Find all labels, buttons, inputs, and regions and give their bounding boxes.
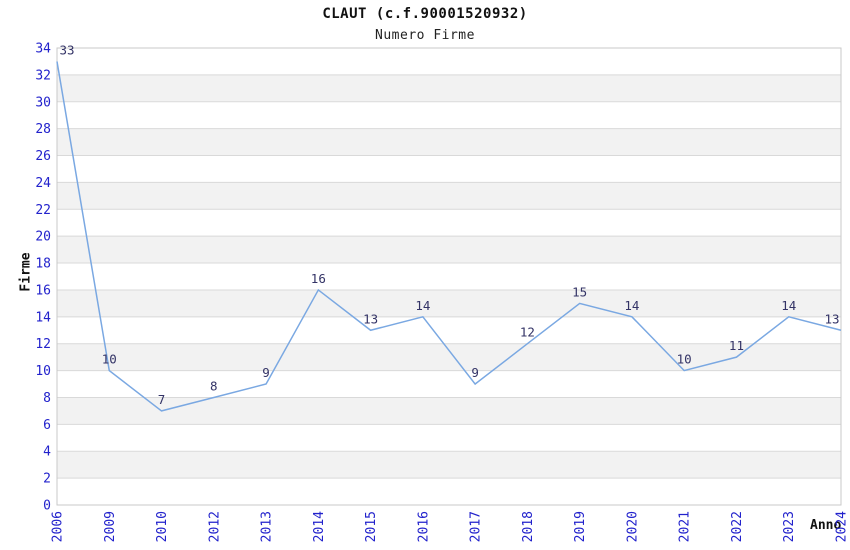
band [57, 451, 841, 479]
y-tick-label: 2 [43, 472, 51, 487]
band [57, 128, 841, 156]
x-tick-label: 2018 [521, 511, 536, 542]
point-label: 10 [102, 352, 117, 367]
point-label: 7 [158, 392, 166, 407]
band [57, 289, 841, 317]
y-tick-label: 32 [35, 68, 51, 83]
x-tick-label: 2006 [51, 511, 66, 542]
y-tick-label: 22 [35, 203, 51, 218]
x-tick-label: 2012 [207, 511, 222, 542]
chart-title: CLAUT (c.f.90001520932) [322, 6, 528, 22]
point-label: 33 [59, 42, 74, 57]
y-tick-label: 10 [35, 364, 51, 379]
x-tick-labels: 2006 2009 2010 2012 2013 2014 2015 2016 2017 2018… [51, 511, 850, 542]
grid-lines [57, 47, 841, 506]
point-label: 11 [729, 338, 744, 353]
y-tick-label: 30 [35, 95, 51, 110]
point-label: 12 [520, 325, 535, 340]
y-tick-label: 4 [43, 445, 51, 460]
x-tick-label: 2019 [573, 511, 588, 542]
y-tick-label: 16 [35, 283, 51, 298]
x-tick-label: 2014 [312, 511, 327, 542]
y-tick-label: 26 [35, 149, 51, 164]
x-tick-label: 2017 [469, 511, 484, 542]
data-line [56, 61, 842, 412]
x-tick-label: 2010 [155, 511, 170, 542]
y-tick-label: 18 [35, 257, 51, 272]
point-label: 8 [210, 378, 218, 393]
y-tick-label: 0 [43, 499, 51, 514]
point-label: 14 [781, 298, 796, 313]
point-label: 9 [471, 365, 479, 380]
y-tick-label: 12 [35, 337, 51, 352]
band [57, 397, 841, 425]
x-tick-label: 2013 [260, 511, 275, 542]
point-label: 14 [624, 298, 639, 313]
band [57, 236, 841, 264]
y-tick-label: 6 [43, 418, 51, 433]
band [57, 182, 841, 210]
y-tick-label: 28 [35, 122, 51, 137]
band [57, 343, 841, 371]
y-tick-label: 20 [35, 230, 51, 245]
x-tick-label: 2023 [782, 511, 797, 542]
x-tick-label: 2020 [625, 511, 640, 542]
plot-border [56, 47, 842, 506]
y-tick-label: 34 [35, 42, 51, 57]
x-tick-label: 2021 [678, 511, 693, 542]
y-tick-label: 14 [35, 310, 51, 325]
x-tick-label: 2009 [103, 511, 118, 542]
plot-bands [57, 74, 841, 479]
point-label: 13 [363, 311, 378, 326]
point-label: 15 [572, 284, 587, 299]
x-tick-label: 2024 [835, 511, 850, 542]
point-label: 13 [824, 311, 839, 326]
point-labels: 33 10 7 8 9 16 13 14 9 12 15 14 10 11 14 13 [59, 42, 839, 406]
x-tick-label: 2015 [364, 511, 379, 542]
y-tick-label: 8 [43, 391, 51, 406]
point-label: 14 [415, 298, 430, 313]
x-tick-label: 2016 [416, 511, 431, 542]
band [57, 74, 841, 102]
y-tick-label: 24 [35, 176, 51, 191]
x-axis-title: Anno [810, 518, 842, 533]
point-label: 9 [262, 365, 270, 380]
x-tick-label: 2022 [730, 511, 745, 542]
point-label: 10 [677, 352, 692, 367]
chart-subtitle: Numero Firme [375, 28, 475, 43]
point-label: 16 [311, 271, 326, 286]
